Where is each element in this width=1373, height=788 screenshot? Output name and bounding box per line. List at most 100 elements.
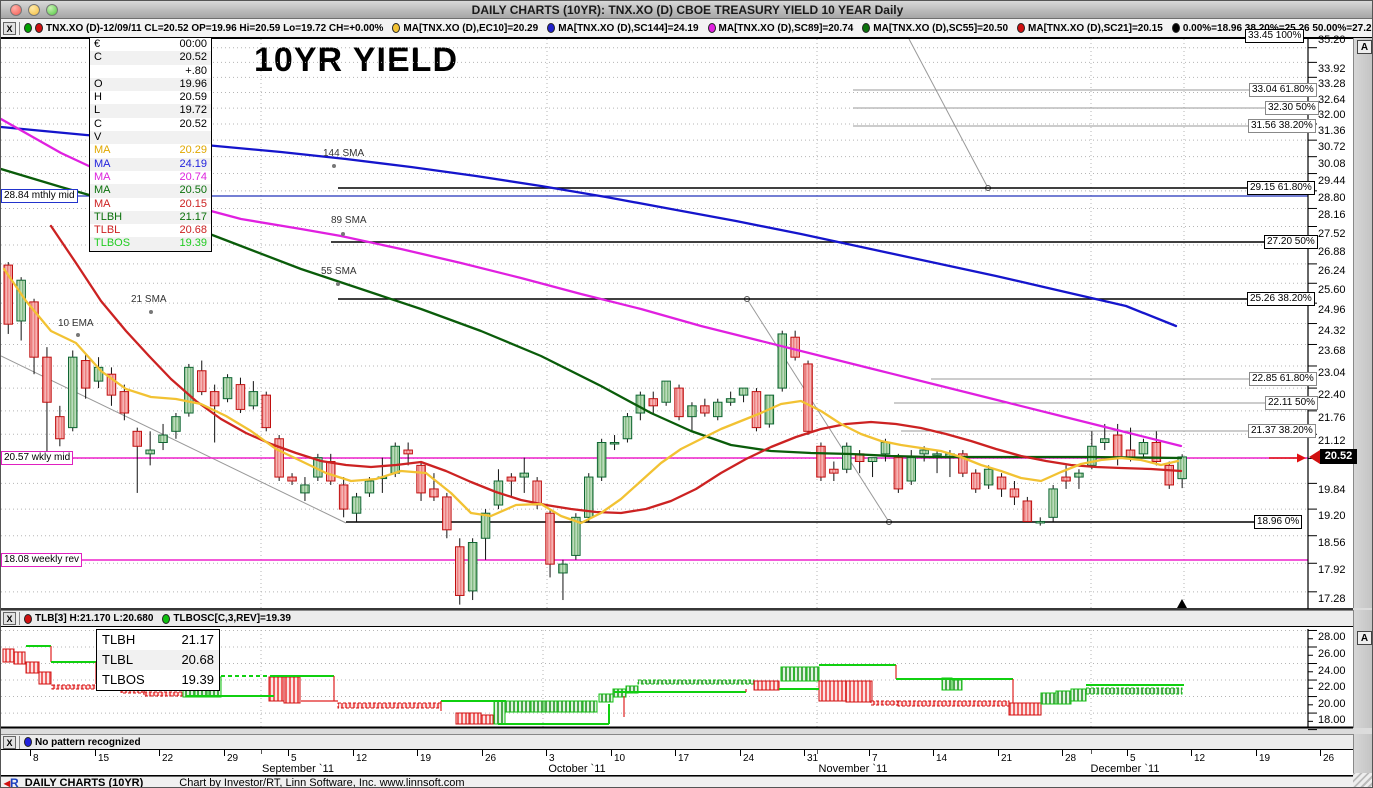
toolbar-indicator-item[interactable]: TNX.XO (D)-12/09/11 CL=20.52 OP=19.96 Hi…: [24, 23, 383, 34]
indicator-label: MA[TNX.XO (D),SC89]=20.74: [718, 22, 854, 34]
price-level-label: 20.57 wkly mid: [1, 451, 74, 465]
indicator-color-dot: [24, 613, 32, 624]
indicator-label: MA[TNX.XO (D),SC55]=20.50: [873, 22, 1009, 34]
tlb-header-bar: X TLB[3] H:21.170 L:20.680 TLBOSC[C,3,REV…: [1, 610, 1353, 627]
time-axis-tick: [675, 750, 676, 756]
ma-tag-dot: [341, 232, 345, 236]
price-axis-label: 21.76: [1318, 411, 1346, 424]
current-price-badge: 20.52: [1320, 449, 1357, 465]
time-axis-minor-tick: [1091, 750, 1092, 754]
tlb-indicator-item[interactable]: TLB[3] H:21.170 L:20.680: [24, 613, 153, 624]
trend-lines: [1, 38, 991, 525]
ma-tag-dot: [332, 164, 336, 168]
price-axis-label: 17.28: [1318, 592, 1346, 605]
data-window-row: C 20.52: [90, 51, 211, 65]
data-window-value: 19.39: [181, 672, 214, 687]
data-window-label: TLBOS: [102, 672, 145, 687]
price-level-label: 28.84 mthly mid: [1, 189, 78, 203]
toolbar-indicator-item[interactable]: MA[TNX.XO (D),SC21]=20.15: [1017, 23, 1163, 34]
fib-level-label: 22.11 50%: [1265, 396, 1319, 410]
toolbar-indicator-item[interactable]: MA[TNX.XO (D),SC89]=20.74: [707, 22, 854, 34]
time-axis-tick: [1191, 750, 1192, 756]
data-window-row: O 19.96: [90, 77, 211, 92]
pane-splitter[interactable]: [1, 728, 1372, 734]
data-window-row: €00:00: [90, 38, 211, 51]
indicator-color-dot: [1017, 23, 1026, 33]
time-axis-minor-tick: [817, 750, 818, 754]
window-resize-grip[interactable]: [1353, 773, 1372, 787]
data-window-row: +.80: [90, 65, 211, 78]
data-window-label: O: [94, 77, 103, 90]
tlb-data-window-row: TLBL 20.68: [97, 650, 219, 670]
close-pane-icon[interactable]: X: [3, 21, 16, 35]
data-window-label: MA: [94, 144, 111, 157]
time-axis-tick: [804, 750, 805, 756]
chart-overlay-title: 10YR YIELD: [254, 41, 459, 79]
fib-level-label: 33.04 61.80%: [1249, 83, 1317, 97]
time-axis[interactable]: 8 15 22 29 5 12 19 26 3 10 17 24 31 7 14 21 28 5 12 19 26 Sep…: [1, 750, 1353, 776]
price-axis-label: 31.36: [1318, 124, 1346, 137]
ma-tag-label: 55 SMA: [321, 266, 357, 277]
price-axis-ticks: [1, 38, 1353, 610]
tlb-data-window[interactable]: TLBH 21.17 TLBL 20.68 TLBOS 19.39: [96, 629, 220, 691]
close-window-button[interactable]: [10, 4, 22, 16]
credit-text: Chart by Investor/RT, Linn Software, Inc…: [179, 777, 465, 788]
data-window-label: C: [94, 117, 102, 130]
pattern-status-text: No pattern recognized: [35, 736, 141, 748]
time-axis-label: 22: [162, 753, 174, 764]
close-pattern-bar-icon[interactable]: X: [3, 735, 16, 749]
data-window-value: 21.17: [181, 632, 214, 647]
data-window-label: TLBH: [94, 210, 123, 223]
window-title: DAILY CHARTS (10YR): TNX.XO (D) CBOE TRE…: [471, 3, 904, 17]
zoom-window-button[interactable]: [46, 4, 58, 16]
indicator-color-dot: [35, 23, 43, 33]
fib-level-label: 29.15 61.80%: [1247, 181, 1315, 195]
price-axis-label: 33.92: [1318, 63, 1346, 76]
tlb-indicator-item[interactable]: TLBOSC[C,3,REV]=19.39: [162, 613, 291, 624]
toolbar-indicator-item[interactable]: MA[TNX.XO (D),SC144]=24.19: [547, 23, 699, 34]
data-window[interactable]: €00:00 C 20.52 +.80 O 19.96 H 20.59 L 19.72 C 20.52…: [89, 37, 212, 252]
data-window-value: 21.17: [179, 210, 207, 223]
minimize-window-button[interactable]: [28, 4, 40, 16]
price-axis-label: 23.68: [1318, 345, 1346, 358]
price-axis-label: 30.08: [1318, 157, 1346, 170]
data-window-label: H: [94, 91, 102, 104]
tlb-axis-label: 28.00: [1318, 631, 1346, 644]
time-axis-tick: [611, 750, 612, 756]
time-axis-label: 19: [1259, 753, 1271, 764]
toolbar-indicator-item[interactable]: MA[TNX.XO (D),SC55]=20.50: [862, 23, 1008, 34]
autoscale-button-tlb[interactable]: A: [1357, 631, 1372, 645]
data-window-value: 20.68: [181, 652, 214, 667]
time-axis-tick: [998, 750, 999, 756]
price-axis-label: 22.40: [1318, 389, 1346, 402]
price-axis-label: 32.64: [1318, 93, 1346, 106]
data-window-row: TLBOS 19.39: [90, 237, 211, 251]
toolbar-indicator-item[interactable]: MA[TNX.XO (D),EC10]=20.29: [392, 23, 538, 34]
data-window-row: MA 20.74: [90, 171, 211, 184]
data-window-value: 20.15: [179, 197, 207, 210]
close-tlb-pane-icon[interactable]: X: [3, 612, 16, 625]
tlb-axis-label: 18.00: [1318, 714, 1346, 727]
time-axis-tick: [933, 750, 934, 756]
toolbar-indicator-item[interactable]: 0.00%=18.96 38.20%=25.26 50.00%=27.20 61…: [1171, 23, 1372, 34]
indicator-color-dot: [24, 23, 32, 33]
autoscale-button-main[interactable]: A: [1357, 40, 1372, 54]
pattern-status-bar: X No pattern recognized: [1, 734, 1353, 750]
time-axis-month-label: December `11: [1090, 763, 1160, 775]
time-axis-label: 26: [485, 753, 497, 764]
time-axis-label: 12: [356, 753, 368, 764]
time-axis-tick: [869, 750, 870, 756]
indicator-label: TLB[3] H:21.170 L:20.680: [35, 613, 154, 624]
toolbar-separator: [19, 21, 20, 35]
current-price-arrow-icon: [1309, 449, 1320, 464]
data-window-value: 20.50: [179, 184, 207, 197]
main-chart-plot[interactable]: [1, 38, 1373, 610]
tlb-indicator-plot[interactable]: [1, 629, 1373, 734]
time-axis-label: 17: [678, 753, 690, 764]
time-axis-month-label: November `11: [818, 763, 888, 775]
price-axis-label: 24.32: [1318, 324, 1346, 337]
data-window-label: MA: [94, 197, 111, 210]
tlb-bricks: [2, 648, 1183, 725]
price-axis-label: 18.56: [1318, 536, 1346, 549]
data-window-value: 20.52: [179, 117, 207, 130]
